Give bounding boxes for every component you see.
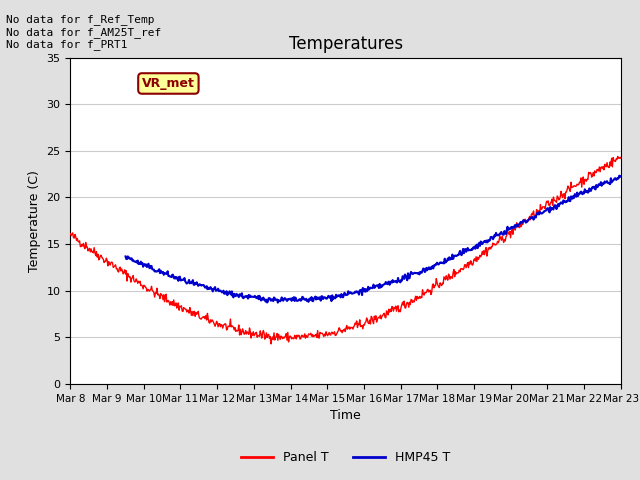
Y-axis label: Temperature (C): Temperature (C) [28,170,41,272]
Text: VR_met: VR_met [142,77,195,90]
Text: No data for f_Ref_Temp
No data for f_AM25T_ref
No data for f_PRT1: No data for f_Ref_Temp No data for f_AM2… [6,14,162,50]
Legend: Panel T, HMP45 T: Panel T, HMP45 T [236,446,455,469]
Title: Temperatures: Temperatures [289,35,403,53]
X-axis label: Time: Time [330,409,361,422]
